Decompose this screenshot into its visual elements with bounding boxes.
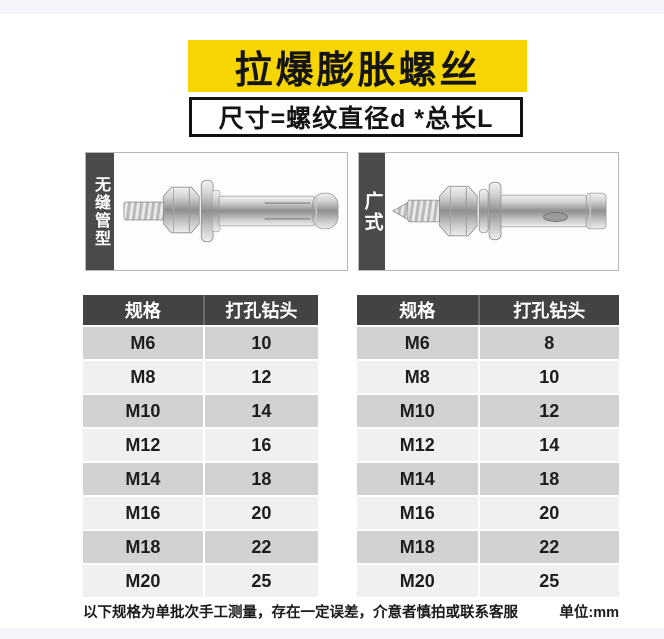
product-label-guangdong: 广式 — [359, 153, 385, 270]
title-banner: 拉爆膨胀螺丝 — [188, 40, 527, 92]
table-row: M8 12 — [83, 359, 318, 393]
spec-table-guangdong: 规格 打孔钻头 M6 8 M8 10 M10 12 M12 14 M14 18 M16 20 M18 22… — [357, 295, 619, 597]
page-title: 拉爆膨胀螺丝 — [234, 49, 481, 92]
footer-line: 以下规格为单批次手工测量，存在一定误差，介意者慎拍或联系客服 单位:mm — [83, 601, 619, 622]
table-row: M16 20 — [83, 495, 318, 529]
table-cell: M16 — [357, 495, 478, 529]
expansion-bolt-photo-seamless — [114, 153, 347, 270]
table-cell: 18 — [477, 461, 619, 495]
table-cell: M20 — [357, 563, 478, 597]
table-row: M12 16 — [83, 427, 318, 461]
table-row: M6 10 — [83, 325, 318, 359]
table-cell: 8 — [477, 325, 619, 359]
bottom-band — [0, 628, 664, 639]
table-cell: 22 — [477, 529, 619, 563]
table-row: M10 12 — [357, 393, 619, 427]
table-cell: M14 — [357, 461, 478, 495]
table-cell: M6 — [83, 325, 203, 359]
column-header-spec: 规格 — [357, 295, 478, 325]
table-row: M18 22 — [357, 529, 619, 563]
bolt-illustration — [123, 179, 339, 243]
product-panel-seamless: 无缝管型 — [85, 152, 348, 271]
column-header-drill: 打孔钻头 — [202, 295, 318, 325]
table-cell: M8 — [83, 359, 203, 393]
table-cell: M8 — [357, 359, 478, 393]
table-cell: M6 — [357, 325, 478, 359]
table-row: M20 25 — [357, 563, 619, 597]
table-header-row: 规格 打孔钻头 — [357, 295, 619, 325]
column-header-spec: 规格 — [83, 295, 203, 325]
table-cell: M12 — [83, 427, 203, 461]
expansion-bolt-photo-guangdong — [385, 153, 618, 270]
table-row: M10 14 — [83, 393, 318, 427]
table-row: M8 10 — [357, 359, 619, 393]
table-row: M6 8 — [357, 325, 619, 359]
table-row: M14 18 — [357, 461, 619, 495]
size-formula-text: 尺寸=螺纹直径d *总长L — [218, 105, 494, 133]
table-cell: M12 — [357, 427, 478, 461]
table-cell: 25 — [202, 563, 318, 597]
table-row: M18 22 — [83, 529, 318, 563]
table-header-row: 规格 打孔钻头 — [83, 295, 318, 325]
table-cell: 14 — [477, 427, 619, 461]
table-cell: 14 — [202, 393, 318, 427]
table-cell: 10 — [477, 359, 619, 393]
table-cell: 20 — [202, 495, 318, 529]
table-cell: 25 — [477, 563, 619, 597]
table-cell: 22 — [202, 529, 318, 563]
spec-table-seamless: 规格 打孔钻头 M6 10 M8 12 M10 14 M12 16 M14 18 M16 20 M18 2… — [83, 295, 318, 597]
table-cell: M10 — [83, 393, 203, 427]
product-panel-guangdong: 广式 — [358, 152, 619, 271]
table-row: M12 14 — [357, 427, 619, 461]
table-cell: 12 — [202, 359, 318, 393]
top-band — [0, 0, 664, 14]
column-header-drill: 打孔钻头 — [477, 295, 619, 325]
table-cell: 16 — [202, 427, 318, 461]
table-row: M16 20 — [357, 495, 619, 529]
table-cell: M10 — [357, 393, 478, 427]
table-cell: M18 — [83, 529, 203, 563]
table-cell: 12 — [477, 393, 619, 427]
unit-label: 单位:mm — [559, 605, 619, 621]
table-row: M14 18 — [83, 461, 318, 495]
table-cell: 18 — [202, 461, 318, 495]
table-cell: M20 — [83, 563, 203, 597]
product-label-seamless: 无缝管型 — [86, 153, 114, 270]
table-cell: M14 — [83, 461, 203, 495]
table-cell: M18 — [357, 529, 478, 563]
table-cell: 20 — [477, 495, 619, 529]
size-formula-box: 尺寸=螺纹直径d *总长L — [189, 97, 523, 137]
table-row: M20 25 — [83, 563, 318, 597]
table-cell: 10 — [202, 325, 318, 359]
measurement-note: 以下规格为单批次手工测量，存在一定误差，介意者慎拍或联系客服 — [83, 605, 518, 621]
bolt-illustration — [392, 181, 607, 241]
table-cell: M16 — [83, 495, 203, 529]
